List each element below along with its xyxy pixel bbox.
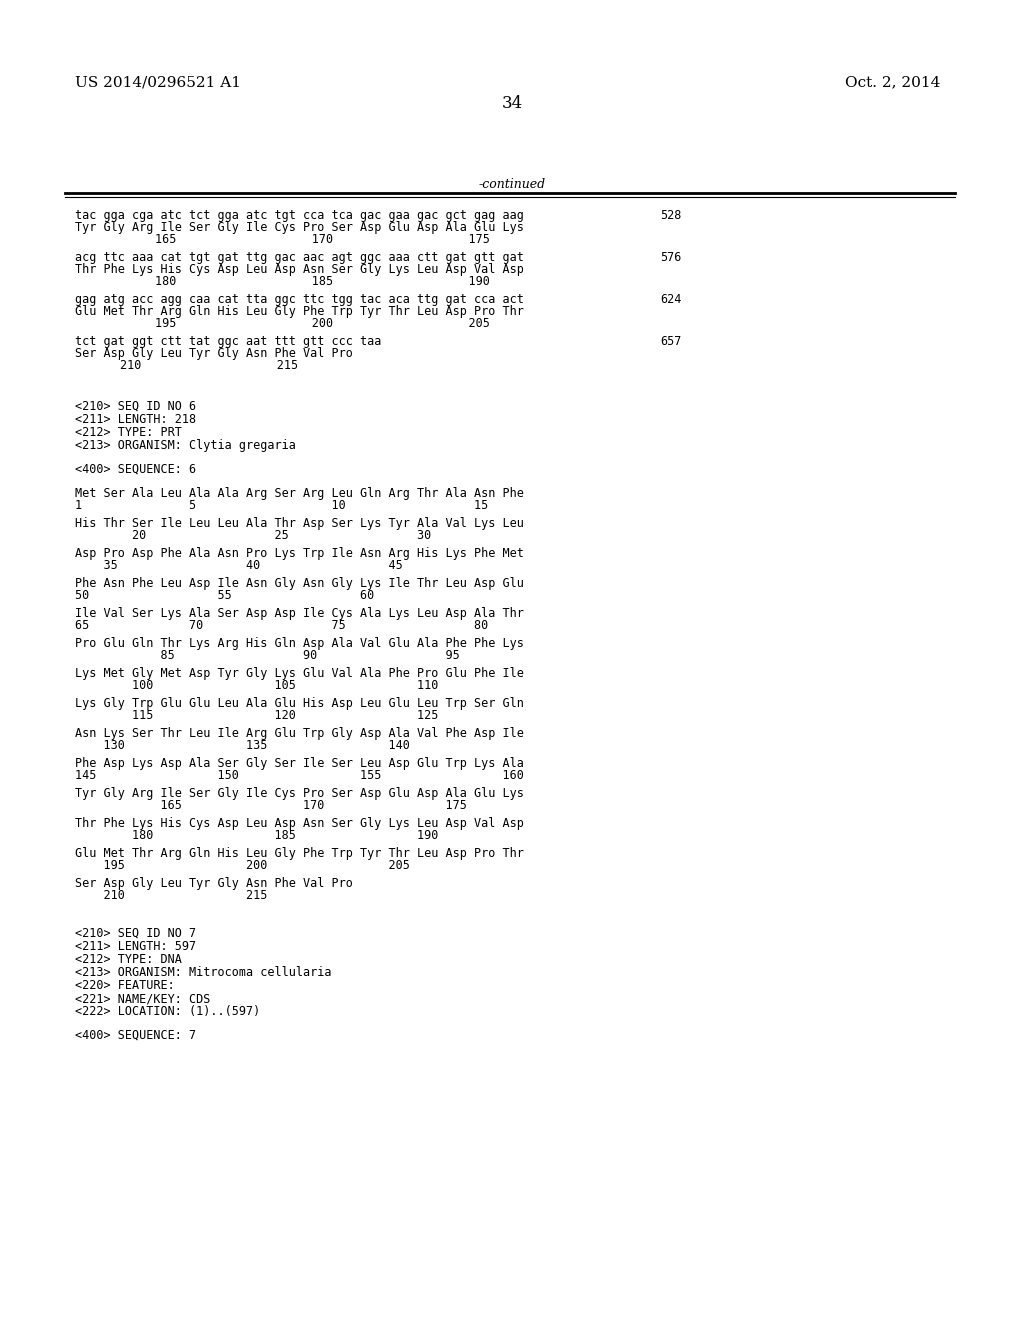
Text: 34: 34 xyxy=(502,95,522,112)
Text: 210                   215: 210 215 xyxy=(120,359,298,372)
Text: 195                   200                   205: 195 200 205 xyxy=(155,317,489,330)
Text: Phe Asn Phe Leu Asp Ile Asn Gly Asn Gly Lys Ile Thr Leu Asp Glu: Phe Asn Phe Leu Asp Ile Asn Gly Asn Gly … xyxy=(75,577,524,590)
Text: <221> NAME/KEY: CDS: <221> NAME/KEY: CDS xyxy=(75,993,210,1005)
Text: 624: 624 xyxy=(660,293,681,306)
Text: 180                 185                 190: 180 185 190 xyxy=(75,829,438,842)
Text: <212> TYPE: DNA: <212> TYPE: DNA xyxy=(75,953,182,966)
Text: 165                   170                   175: 165 170 175 xyxy=(155,234,489,246)
Text: <210> SEQ ID NO 6: <210> SEQ ID NO 6 xyxy=(75,400,197,413)
Text: 20                  25                  30: 20 25 30 xyxy=(75,529,431,543)
Text: Ser Asp Gly Leu Tyr Gly Asn Phe Val Pro: Ser Asp Gly Leu Tyr Gly Asn Phe Val Pro xyxy=(75,876,353,890)
Text: <210> SEQ ID NO 7: <210> SEQ ID NO 7 xyxy=(75,927,197,940)
Text: 50                  55                  60: 50 55 60 xyxy=(75,589,374,602)
Text: <211> LENGTH: 597: <211> LENGTH: 597 xyxy=(75,940,197,953)
Text: 210                 215: 210 215 xyxy=(75,888,267,902)
Text: 180                   185                   190: 180 185 190 xyxy=(155,275,489,288)
Text: <400> SEQUENCE: 6: <400> SEQUENCE: 6 xyxy=(75,463,197,477)
Text: gag atg acc agg caa cat tta ggc ttc tgg tac aca ttg gat cca act: gag atg acc agg caa cat tta ggc ttc tgg … xyxy=(75,293,524,306)
Text: 165                 170                 175: 165 170 175 xyxy=(75,799,467,812)
Text: Met Ser Ala Leu Ala Ala Arg Ser Arg Leu Gln Arg Thr Ala Asn Phe: Met Ser Ala Leu Ala Ala Arg Ser Arg Leu … xyxy=(75,487,524,500)
Text: Thr Phe Lys His Cys Asp Leu Asp Asn Ser Gly Lys Leu Asp Val Asp: Thr Phe Lys His Cys Asp Leu Asp Asn Ser … xyxy=(75,263,524,276)
Text: 65              70                  75                  80: 65 70 75 80 xyxy=(75,619,488,632)
Text: 1               5                   10                  15: 1 5 10 15 xyxy=(75,499,488,512)
Text: Oct. 2, 2014: Oct. 2, 2014 xyxy=(845,75,940,88)
Text: Ile Val Ser Lys Ala Ser Asp Asp Ile Cys Ala Lys Leu Asp Ala Thr: Ile Val Ser Lys Ala Ser Asp Asp Ile Cys … xyxy=(75,607,524,620)
Text: acg ttc aaa cat tgt gat ttg gac aac agt ggc aaa ctt gat gtt gat: acg ttc aaa cat tgt gat ttg gac aac agt … xyxy=(75,251,524,264)
Text: 35                  40                  45: 35 40 45 xyxy=(75,558,402,572)
Text: Lys Gly Trp Glu Glu Leu Ala Glu His Asp Leu Glu Leu Trp Ser Gln: Lys Gly Trp Glu Glu Leu Ala Glu His Asp … xyxy=(75,697,524,710)
Text: 130                 135                 140: 130 135 140 xyxy=(75,739,410,752)
Text: Asp Pro Asp Phe Ala Asn Pro Lys Trp Ile Asn Arg His Lys Phe Met: Asp Pro Asp Phe Ala Asn Pro Lys Trp Ile … xyxy=(75,546,524,560)
Text: 657: 657 xyxy=(660,335,681,348)
Text: Lys Met Gly Met Asp Tyr Gly Lys Glu Val Ala Phe Pro Glu Phe Ile: Lys Met Gly Met Asp Tyr Gly Lys Glu Val … xyxy=(75,667,524,680)
Text: tct gat ggt ctt tat ggc aat ttt gtt ccc taa: tct gat ggt ctt tat ggc aat ttt gtt ccc … xyxy=(75,335,381,348)
Text: Thr Phe Lys His Cys Asp Leu Asp Asn Ser Gly Lys Leu Asp Val Asp: Thr Phe Lys His Cys Asp Leu Asp Asn Ser … xyxy=(75,817,524,830)
Text: Tyr Gly Arg Ile Ser Gly Ile Cys Pro Ser Asp Glu Asp Ala Glu Lys: Tyr Gly Arg Ile Ser Gly Ile Cys Pro Ser … xyxy=(75,220,524,234)
Text: Ser Asp Gly Leu Tyr Gly Asn Phe Val Pro: Ser Asp Gly Leu Tyr Gly Asn Phe Val Pro xyxy=(75,347,353,360)
Text: Glu Met Thr Arg Gln His Leu Gly Phe Trp Tyr Thr Leu Asp Pro Thr: Glu Met Thr Arg Gln His Leu Gly Phe Trp … xyxy=(75,847,524,861)
Text: <212> TYPE: PRT: <212> TYPE: PRT xyxy=(75,426,182,440)
Text: Tyr Gly Arg Ile Ser Gly Ile Cys Pro Ser Asp Glu Asp Ala Glu Lys: Tyr Gly Arg Ile Ser Gly Ile Cys Pro Ser … xyxy=(75,787,524,800)
Text: <211> LENGTH: 218: <211> LENGTH: 218 xyxy=(75,413,197,426)
Text: 145                 150                 155                 160: 145 150 155 160 xyxy=(75,770,524,781)
Text: Phe Asp Lys Asp Ala Ser Gly Ser Ile Ser Leu Asp Glu Trp Lys Ala: Phe Asp Lys Asp Ala Ser Gly Ser Ile Ser … xyxy=(75,756,524,770)
Text: 528: 528 xyxy=(660,209,681,222)
Text: His Thr Ser Ile Leu Leu Ala Thr Asp Ser Lys Tyr Ala Val Lys Leu: His Thr Ser Ile Leu Leu Ala Thr Asp Ser … xyxy=(75,517,524,531)
Text: <400> SEQUENCE: 7: <400> SEQUENCE: 7 xyxy=(75,1030,197,1041)
Text: 576: 576 xyxy=(660,251,681,264)
Text: Glu Met Thr Arg Gln His Leu Gly Phe Trp Tyr Thr Leu Asp Pro Thr: Glu Met Thr Arg Gln His Leu Gly Phe Trp … xyxy=(75,305,524,318)
Text: 115                 120                 125: 115 120 125 xyxy=(75,709,438,722)
Text: <220> FEATURE:: <220> FEATURE: xyxy=(75,979,175,993)
Text: Pro Glu Gln Thr Lys Arg His Gln Asp Ala Val Glu Ala Phe Phe Lys: Pro Glu Gln Thr Lys Arg His Gln Asp Ala … xyxy=(75,638,524,649)
Text: Asn Lys Ser Thr Leu Ile Arg Glu Trp Gly Asp Ala Val Phe Asp Ile: Asn Lys Ser Thr Leu Ile Arg Glu Trp Gly … xyxy=(75,727,524,741)
Text: 85                  90                  95: 85 90 95 xyxy=(75,649,460,663)
Text: <213> ORGANISM: Mitrocoma cellularia: <213> ORGANISM: Mitrocoma cellularia xyxy=(75,966,332,979)
Text: <213> ORGANISM: Clytia gregaria: <213> ORGANISM: Clytia gregaria xyxy=(75,440,296,451)
Text: -continued: -continued xyxy=(478,178,546,191)
Text: <222> LOCATION: (1)..(597): <222> LOCATION: (1)..(597) xyxy=(75,1005,260,1018)
Text: tac gga cga atc tct gga atc tgt cca tca gac gaa gac gct gag aag: tac gga cga atc tct gga atc tgt cca tca … xyxy=(75,209,524,222)
Text: 100                 105                 110: 100 105 110 xyxy=(75,678,438,692)
Text: 195                 200                 205: 195 200 205 xyxy=(75,859,410,873)
Text: US 2014/0296521 A1: US 2014/0296521 A1 xyxy=(75,75,241,88)
